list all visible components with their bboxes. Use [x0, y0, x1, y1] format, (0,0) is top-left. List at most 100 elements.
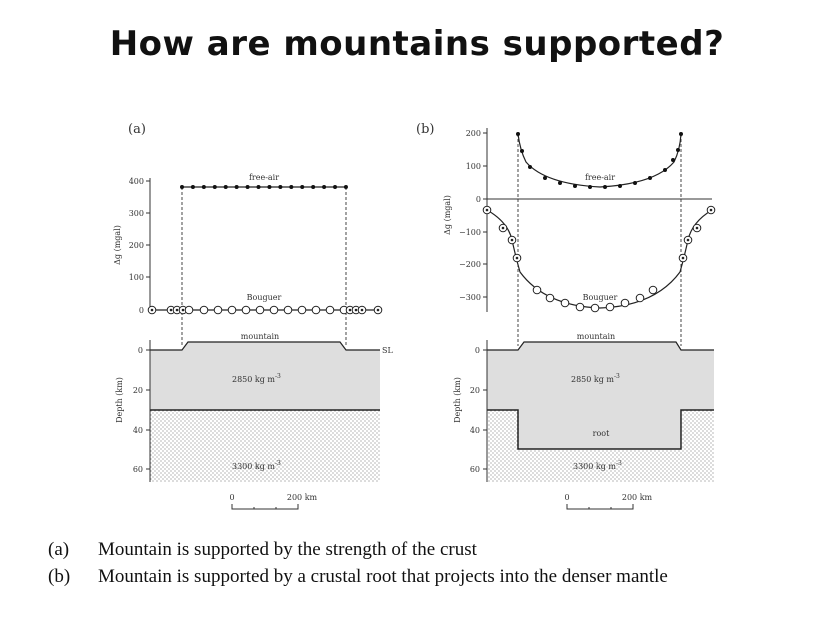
panel-b-gtick-minus100: −100 — [459, 228, 481, 237]
bouguer-point-center — [501, 226, 505, 230]
free-air-point — [223, 185, 228, 189]
free-air-point — [543, 176, 547, 180]
panel-b-dtick-0: 0 — [475, 346, 480, 355]
panel-b-gtick-0: 0 — [476, 195, 481, 204]
bouguer-point-center — [175, 308, 179, 312]
free-air-point — [558, 181, 562, 185]
free-air-point — [180, 185, 184, 189]
bouguer-point-center — [376, 308, 380, 312]
free-air-point — [311, 185, 316, 189]
bouguer-point-center — [510, 238, 514, 242]
bouguer-point-center — [348, 308, 352, 312]
free-air-point — [633, 181, 637, 185]
panel-a-crust — [150, 342, 380, 410]
panel-a-gtick-400: 400 — [129, 177, 144, 186]
slide-title: How are mountains supported? — [109, 24, 725, 64]
panel-b-gtick-200: 200 — [466, 129, 481, 138]
free-air-point — [289, 185, 294, 189]
bouguer-point — [213, 305, 223, 315]
panel-a-crust-density: 2850 kg m-3 — [232, 373, 281, 384]
panel-a-dtick-20: 20 — [133, 386, 143, 395]
free-air-point — [212, 185, 217, 189]
bouguer-point — [184, 305, 194, 315]
panel-a-gtick-300: 300 — [129, 209, 144, 218]
panel-b-crust-with-root — [487, 342, 714, 449]
bouguer-point-center — [169, 308, 173, 312]
panel-b-free-air-label: free-air — [585, 173, 615, 182]
panel-b-crust-density: 2850 kg m-3 — [571, 373, 620, 384]
panel-a-bouguer-points — [147, 305, 383, 315]
free-air-point — [256, 185, 261, 189]
panel-b-scale-bar — [566, 504, 634, 510]
panel-a-gtick-200: 200 — [129, 241, 144, 250]
panel-a-free-air-label: free-air — [249, 173, 279, 182]
free-air-point — [588, 185, 592, 189]
bouguer-point — [311, 305, 321, 315]
panel-b-depth-axis-label: Depth (km) — [453, 377, 462, 423]
panel-a-bouguer-label: Bouguer — [247, 293, 282, 302]
panel-b-root-label: root — [593, 429, 610, 438]
panel-a-dtick-0: 0 — [138, 346, 143, 355]
free-air-point — [516, 132, 520, 136]
caption-b-text: Mountain is supported by a crustal root … — [98, 566, 668, 587]
free-air-point — [201, 185, 206, 189]
panel-b-label: (b) — [416, 122, 434, 137]
panel-b-free-air-points — [516, 132, 683, 189]
panel-a-gtick-100: 100 — [129, 273, 144, 282]
free-air-point — [603, 185, 607, 189]
panel-b-free-air-curve — [517, 133, 682, 188]
panel-b-gtick-minus300: −300 — [459, 293, 481, 302]
panel-a-scale-end: 200 km — [287, 493, 318, 502]
free-air-point — [245, 185, 250, 189]
bouguer-point-center — [686, 238, 690, 242]
free-air-point — [663, 168, 667, 172]
bouguer-point — [532, 285, 542, 295]
bouguer-point-center — [485, 208, 489, 212]
bouguer-point — [590, 303, 600, 313]
bouguer-point — [635, 293, 645, 303]
panel-b: (b) 200 100 0 −100 −200 −300 Δg (mgal) f… — [416, 122, 716, 510]
free-air-point — [234, 185, 239, 189]
bouguer-point — [269, 305, 279, 315]
panel-b-bouguer-label: Bouguer — [583, 293, 618, 302]
free-air-point — [648, 176, 652, 180]
bouguer-point — [255, 305, 265, 315]
bouguer-point — [648, 285, 658, 295]
free-air-point — [676, 148, 680, 152]
panel-b-dtick-40: 40 — [470, 426, 480, 435]
free-air-point — [300, 185, 305, 189]
free-air-point — [190, 185, 195, 189]
panel-a-gravity-axis-label: Δg (mgal) — [113, 225, 122, 265]
bouguer-point — [560, 298, 570, 308]
bouguer-point — [325, 305, 335, 315]
free-air-point — [343, 185, 348, 189]
free-air-point — [322, 185, 327, 189]
caption-a: (a) Mountain is supported by the strengt… — [48, 536, 668, 563]
panel-b-gravity-axis-label: Δg (mgal) — [443, 195, 452, 235]
bouguer-point-center — [515, 256, 519, 260]
panel-a-mantle — [150, 410, 380, 482]
bouguer-point-center — [681, 256, 685, 260]
caption-a-text: Mountain is supported by the strength of… — [98, 539, 477, 560]
panel-b-dtick-60: 60 — [470, 465, 480, 474]
panel-a: (a) 400 300 200 100 0 Δg (mgal) free-air… — [113, 122, 393, 510]
panel-b-gtick-100: 100 — [466, 162, 481, 171]
panel-a-gtick-0: 0 — [139, 306, 144, 315]
panel-b-dtick-20: 20 — [470, 386, 480, 395]
caption-a-label: (a) — [48, 539, 70, 560]
panel-b-mountain-label: mountain — [577, 332, 615, 341]
panel-a-mountain-label: mountain — [241, 332, 279, 341]
panel-a-label: (a) — [128, 122, 146, 137]
panel-a-dtick-60: 60 — [133, 465, 143, 474]
caption-b: (b) Mountain is supported by a crustal r… — [48, 563, 668, 590]
panel-b-scale-end: 200 km — [622, 493, 653, 502]
bouguer-point-center — [360, 308, 364, 312]
free-air-point — [671, 158, 675, 162]
figure-captions: (a) Mountain is supported by the strengt… — [48, 536, 668, 590]
panel-b-moho-root — [487, 409, 714, 450]
free-air-point — [520, 149, 524, 153]
panel-a-scale-bar — [231, 504, 299, 510]
bouguer-point-center — [695, 226, 699, 230]
bouguer-point — [227, 305, 237, 315]
